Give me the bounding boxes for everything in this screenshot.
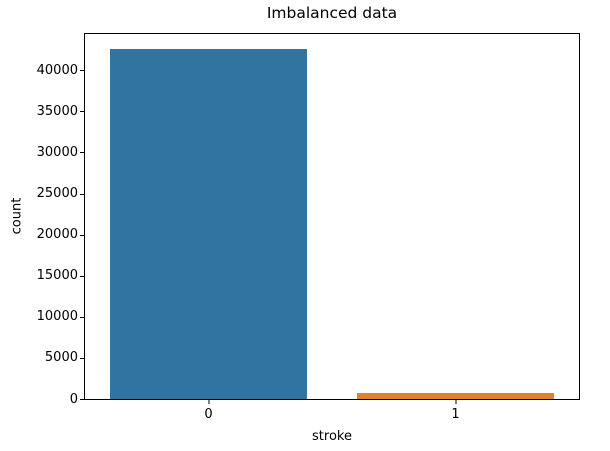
- bar-0: [109, 48, 308, 399]
- y-tick-label: 25000: [36, 186, 78, 202]
- plot-area: [84, 33, 580, 400]
- y-tick-mark: [80, 234, 84, 236]
- bar-1: [356, 392, 555, 399]
- y-tick-mark: [80, 193, 84, 195]
- x-tick-mark: [455, 400, 456, 404]
- x-tick-label: 1: [451, 407, 460, 422]
- y-tick-mark: [80, 399, 84, 400]
- y-tick-label: 10000: [36, 309, 78, 325]
- y-tick-label: 0: [69, 391, 78, 407]
- y-tick-label: 35000: [36, 103, 78, 119]
- y-tick-label: 5000: [44, 350, 78, 366]
- y-tick-mark: [80, 316, 84, 318]
- y-tick-label: 20000: [36, 227, 78, 243]
- x-axis-label: stroke: [312, 429, 352, 444]
- x-tick-mark: [208, 400, 209, 404]
- x-tick-label: 0: [204, 407, 213, 422]
- y-tick-mark: [80, 357, 84, 359]
- y-tick-mark: [80, 70, 84, 72]
- y-tick-label: 40000: [36, 62, 78, 78]
- y-tick-label: 30000: [36, 144, 78, 160]
- y-tick-mark: [80, 152, 84, 154]
- y-tick-mark: [80, 111, 84, 113]
- y-tick-label: 15000: [36, 268, 78, 284]
- chart-title: Imbalanced data: [266, 4, 398, 22]
- y-tick-mark: [80, 275, 84, 277]
